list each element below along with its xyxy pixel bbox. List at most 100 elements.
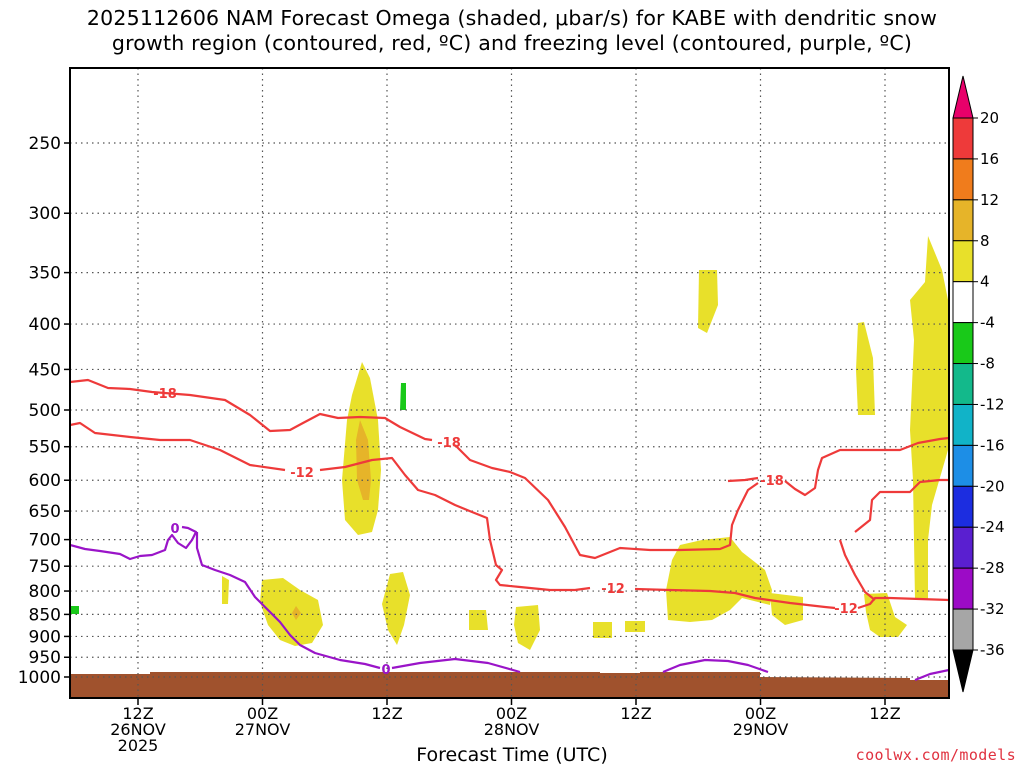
terrain-fill	[70, 672, 949, 698]
x-tick-label: 12Z	[869, 704, 900, 723]
omega-yellow-region	[260, 578, 323, 646]
omega-yellow-region	[593, 622, 612, 638]
omega-yellow-region	[770, 593, 803, 625]
y-tick-label: 300	[29, 204, 61, 224]
y-tick-label: 1000	[18, 668, 61, 688]
y-tick-label: 600	[29, 471, 61, 491]
contour-label-minus18: -18	[760, 474, 784, 489]
omega-yellow-region	[382, 572, 410, 645]
x-tick-label: 28NOV	[484, 720, 540, 739]
colorbar-label: 20	[980, 109, 999, 127]
y-tick-label: 500	[29, 401, 61, 421]
freezing-level-contour	[70, 525, 198, 561]
colorbar-bin	[952, 444, 974, 487]
colorbar-bin	[952, 117, 974, 160]
colorbar-label: -12	[980, 395, 1005, 413]
colorbar-label: -20	[980, 477, 1005, 495]
colorbar-label: -24	[980, 518, 1005, 536]
contour-label-minus12: -12	[834, 602, 858, 617]
x-tick-label: 12Z	[620, 704, 651, 723]
y-tick-label: 700	[29, 531, 61, 551]
omega-green-region	[400, 383, 406, 410]
y-tick-label: 550	[29, 438, 61, 458]
colorbar-label: 4	[980, 273, 990, 291]
contour-label-minus18: -18	[437, 436, 461, 451]
chart-title: 2025112606 NAM Forecast Omega (shaded, μ…	[86, 6, 938, 55]
omega-yellow-region	[514, 605, 540, 650]
colorbar-label: -4	[980, 314, 995, 332]
y-tick-label: 350	[29, 264, 61, 284]
x-tick-label: 12Z	[371, 704, 402, 723]
colorbar-label: 8	[980, 232, 990, 250]
omega-yellow-region	[469, 610, 488, 630]
omega-yellow-region	[666, 537, 772, 622]
contour-label-minus12: -12	[290, 466, 314, 481]
y-tick-label: 950	[29, 648, 61, 668]
x-tick-label: 27NOV	[235, 720, 291, 739]
colorbar-label: -16	[980, 436, 1005, 454]
x-tick-label: 00Z	[496, 704, 527, 723]
contour-label-minus12: -12	[601, 582, 625, 597]
y-tick-label: 900	[29, 627, 61, 647]
grid-lines	[70, 68, 949, 698]
dgz-contour-minus18	[70, 378, 433, 442]
colorbar-top-arrow	[952, 75, 974, 119]
plot-frame	[69, 67, 950, 699]
freezing-level-contour	[391, 657, 521, 674]
colorbar-bin	[952, 322, 974, 365]
x-tick-label: 00Z	[745, 704, 776, 723]
x-tick-label: 29NOV	[733, 720, 789, 739]
dgz-contour-minus12	[857, 596, 949, 610]
colorbar-bin	[952, 363, 974, 405]
x-tick-label: 26NOV	[110, 720, 166, 739]
y-tick-label: 650	[29, 502, 61, 522]
omega-yellow-region	[910, 236, 948, 600]
colorbar-bin	[952, 240, 974, 283]
dgz-contour-minus18	[727, 476, 759, 483]
omega-yellow-region	[222, 576, 229, 604]
colorbar-label: -8	[980, 355, 995, 373]
colorbar-bin	[952, 526, 974, 569]
dgz-contour-minus12-upper	[454, 444, 759, 560]
freezing-level-contour	[195, 532, 381, 670]
site-credit: coolwx.com/models	[855, 746, 1016, 764]
dgz-contour-minus12	[70, 421, 286, 472]
dgz-contour-minus12-lower	[838, 539, 876, 601]
colorbar-bin	[952, 608, 974, 651]
colorbar: 20 16 12 8 4 -4 -8 -12 -16 -20 -24 -28 -32 -36	[952, 75, 1005, 693]
contour-label-zero: 0	[170, 522, 179, 537]
omega-yellow-region	[856, 322, 875, 415]
x-axis-title: Forecast Time (UTC)	[416, 744, 608, 766]
y-tick-label: 750	[29, 557, 61, 577]
colorbar-bin	[952, 199, 974, 242]
colorbar-label: -36	[980, 641, 1005, 659]
y-tick-label: 450	[29, 360, 61, 380]
colorbar-label: -32	[980, 600, 1005, 618]
omega-yellow-region	[625, 621, 645, 632]
omega-shading	[70, 236, 948, 650]
colorbar-label: 12	[980, 191, 999, 209]
y-tick-label: 250	[29, 134, 61, 154]
colorbar-bin	[952, 567, 974, 610]
y-tick-label: 850	[29, 605, 61, 625]
y-tick-label: 800	[29, 582, 61, 602]
colorbar-bottom-arrow	[952, 649, 974, 693]
dgz-contour-minus12	[319, 456, 591, 592]
omega-orange-spot	[292, 606, 301, 620]
freezing-level-contour	[914, 668, 949, 682]
omega-yellow-region	[698, 270, 718, 333]
colorbar-bin	[952, 485, 974, 528]
x-tick-label: 2025	[118, 736, 159, 755]
dgz-contour-minus18	[784, 436, 949, 497]
omega-yellow-region	[864, 593, 907, 637]
omega-green-region	[70, 606, 79, 614]
dgz-contour-minus18-right	[854, 478, 949, 533]
freezing-level-contour	[662, 658, 769, 674]
colorbar-bin	[952, 281, 974, 324]
colorbar-bin	[952, 403, 974, 446]
colorbar-bin	[952, 158, 974, 201]
y-tick-label: 400	[29, 315, 61, 335]
colorbar-label: 16	[980, 150, 999, 168]
